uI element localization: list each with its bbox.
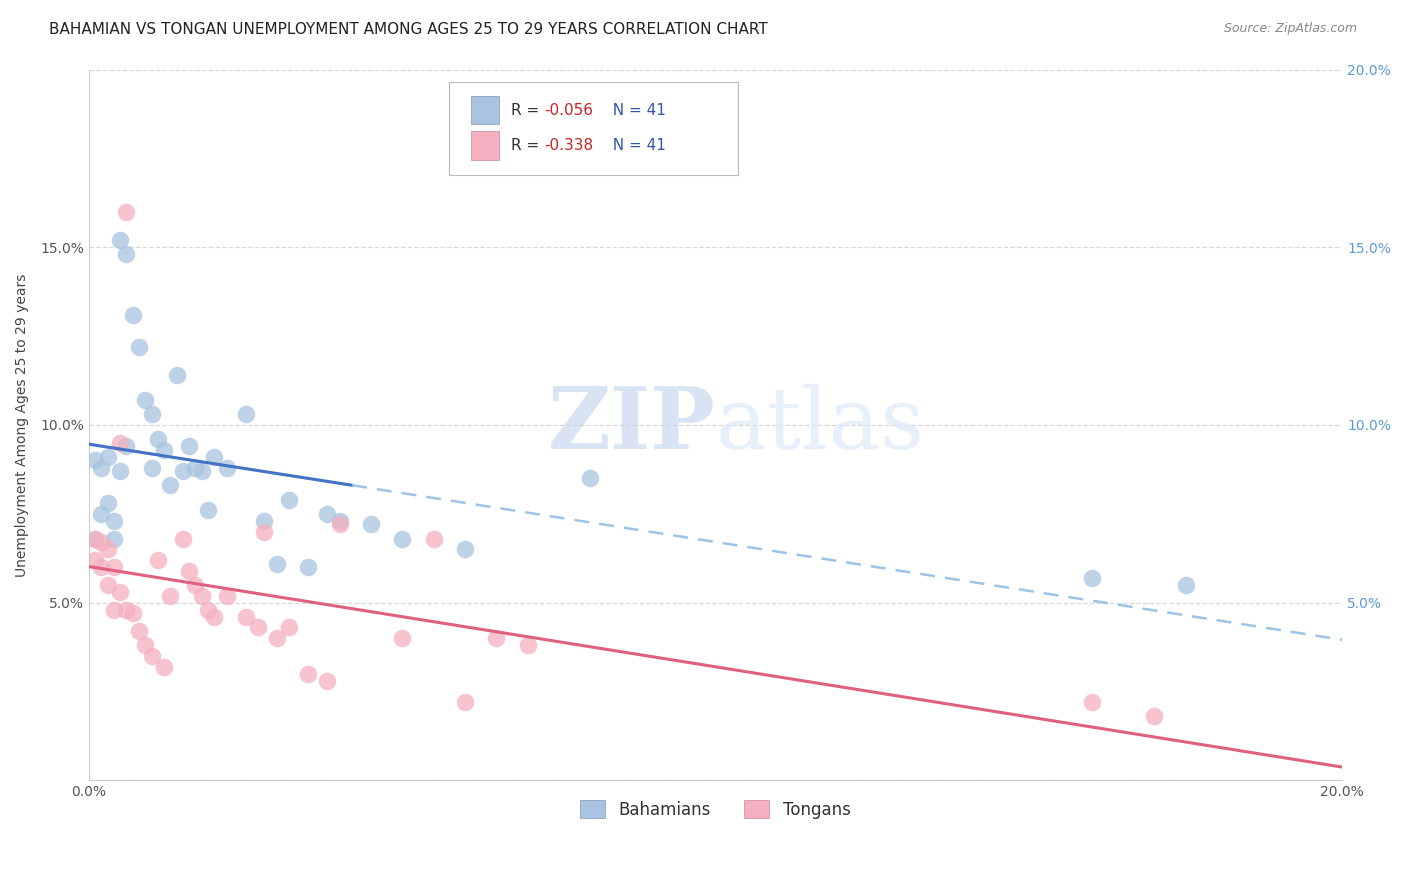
Text: atlas: atlas <box>716 384 925 467</box>
Point <box>190 589 212 603</box>
Point <box>202 450 225 464</box>
Point <box>179 439 201 453</box>
Point <box>1143 709 1166 723</box>
Point <box>316 673 339 688</box>
Point <box>278 492 301 507</box>
Text: N = 41: N = 41 <box>603 103 665 118</box>
Point <box>84 532 107 546</box>
Point <box>266 631 288 645</box>
Point <box>1174 578 1197 592</box>
Point <box>121 308 143 322</box>
Point <box>172 532 194 546</box>
Point <box>103 560 125 574</box>
Point <box>391 532 413 546</box>
Point <box>422 532 444 546</box>
Point <box>197 503 219 517</box>
Text: N = 41: N = 41 <box>603 138 665 153</box>
Point <box>108 233 131 247</box>
Point <box>108 464 131 478</box>
Point <box>153 442 176 457</box>
Point <box>360 517 382 532</box>
Point <box>266 557 288 571</box>
Point <box>215 460 238 475</box>
Point <box>328 517 350 532</box>
Text: BAHAMIAN VS TONGAN UNEMPLOYMENT AMONG AGES 25 TO 29 YEARS CORRELATION CHART: BAHAMIAN VS TONGAN UNEMPLOYMENT AMONG AG… <box>49 22 768 37</box>
Point <box>90 560 112 574</box>
Point <box>328 514 350 528</box>
Point <box>97 450 120 464</box>
Point <box>103 514 125 528</box>
Point <box>121 607 143 621</box>
Point <box>134 392 156 407</box>
Point <box>108 435 131 450</box>
Point <box>516 638 538 652</box>
Point <box>141 460 163 475</box>
Point <box>215 589 238 603</box>
Point <box>115 204 138 219</box>
Text: ZIP: ZIP <box>548 383 716 467</box>
Y-axis label: Unemployment Among Ages 25 to 29 years: Unemployment Among Ages 25 to 29 years <box>15 273 30 576</box>
Point <box>146 432 169 446</box>
Point <box>1080 695 1102 709</box>
Point <box>579 471 602 485</box>
Point <box>179 564 201 578</box>
FancyBboxPatch shape <box>471 95 499 124</box>
Point <box>166 368 188 383</box>
Point <box>128 340 150 354</box>
Point <box>1080 571 1102 585</box>
Point <box>153 659 176 673</box>
Point <box>297 560 319 574</box>
Point <box>115 439 138 453</box>
Point <box>128 624 150 638</box>
Point <box>159 478 181 492</box>
Point <box>391 631 413 645</box>
Point <box>108 585 131 599</box>
Point <box>485 631 508 645</box>
Point <box>190 464 212 478</box>
Point <box>103 603 125 617</box>
Point <box>90 460 112 475</box>
Point <box>159 589 181 603</box>
Point <box>184 578 207 592</box>
Point <box>454 695 477 709</box>
Point <box>84 532 107 546</box>
Point <box>454 542 477 557</box>
Point <box>90 507 112 521</box>
Point <box>103 532 125 546</box>
Point <box>141 648 163 663</box>
Point <box>84 453 107 467</box>
Point <box>115 603 138 617</box>
Point <box>115 247 138 261</box>
Point <box>235 610 257 624</box>
FancyBboxPatch shape <box>449 82 738 175</box>
Text: -0.338: -0.338 <box>544 138 593 153</box>
Point <box>141 407 163 421</box>
Point <box>253 514 276 528</box>
Point <box>278 620 301 634</box>
Text: R =: R = <box>512 138 544 153</box>
Point <box>172 464 194 478</box>
Text: Source: ZipAtlas.com: Source: ZipAtlas.com <box>1223 22 1357 36</box>
Text: -0.056: -0.056 <box>544 103 593 118</box>
Point <box>197 603 219 617</box>
Text: R =: R = <box>512 103 544 118</box>
Point <box>97 542 120 557</box>
Point <box>253 524 276 539</box>
Point <box>84 553 107 567</box>
Point <box>297 666 319 681</box>
Point <box>184 460 207 475</box>
Point <box>134 638 156 652</box>
Legend: Bahamians, Tongans: Bahamians, Tongans <box>574 794 858 825</box>
FancyBboxPatch shape <box>471 131 499 160</box>
Point <box>202 610 225 624</box>
Point <box>247 620 270 634</box>
Point <box>97 496 120 510</box>
Point <box>97 578 120 592</box>
Point <box>316 507 339 521</box>
Point <box>90 535 112 549</box>
Point <box>235 407 257 421</box>
Point <box>146 553 169 567</box>
